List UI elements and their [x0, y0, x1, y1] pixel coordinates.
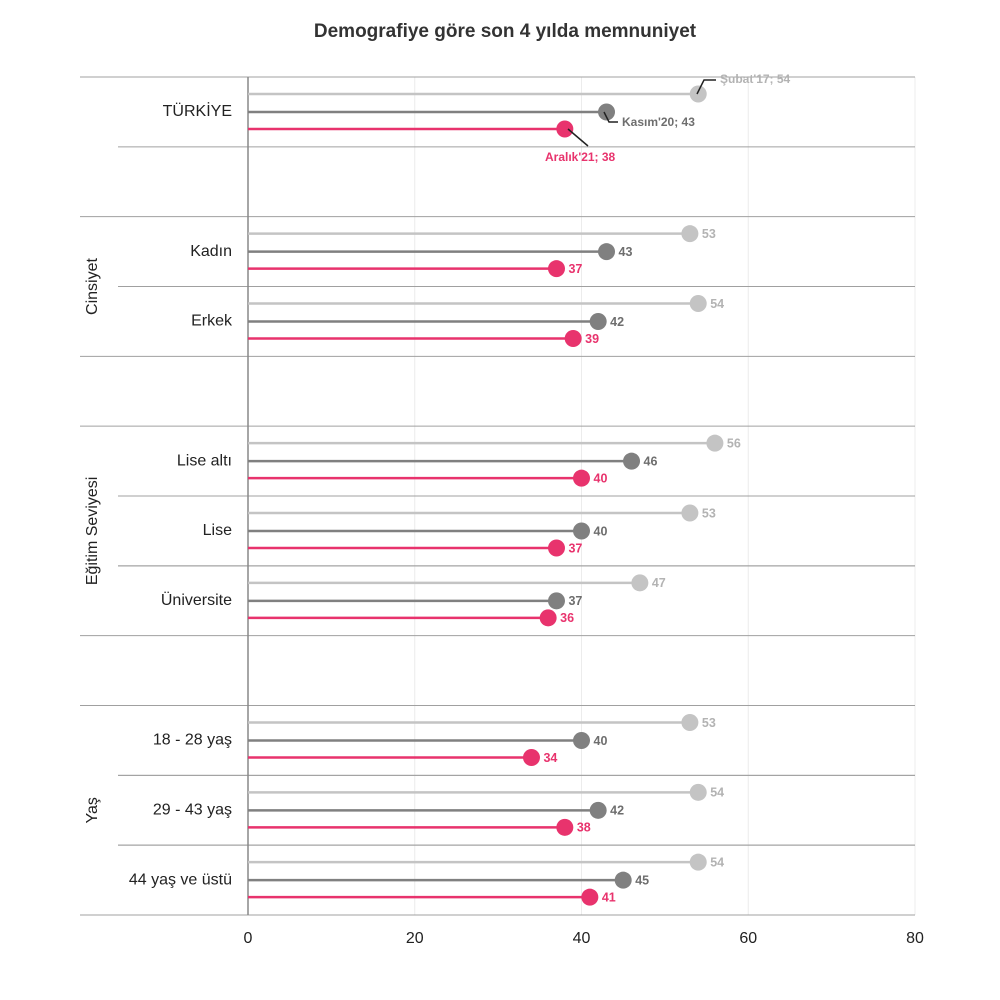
value-label: Aralık'21; 38	[545, 150, 616, 164]
category-label: 18 - 28 yaş	[153, 732, 232, 749]
category-label: Kadın	[190, 243, 232, 260]
value-label: 40	[594, 524, 608, 538]
lollipop-dot	[581, 888, 599, 906]
x-tick-label: 0	[244, 930, 253, 947]
category-label: Lise altı	[177, 452, 232, 469]
value-label: Kasım'20; 43	[622, 115, 695, 129]
value-label: 53	[702, 506, 716, 520]
lollipop-dot	[589, 801, 607, 819]
lollipop-dot	[573, 469, 590, 487]
value-label: 53	[702, 227, 716, 241]
lollipop-dot	[598, 243, 616, 261]
category-label: Erkek	[191, 313, 233, 330]
lollipop-dot	[614, 871, 632, 889]
value-label: 34	[543, 751, 557, 765]
category-label: 44 yaş ve üstü	[129, 871, 232, 888]
value-label: Şubat'17; 54	[720, 72, 791, 86]
lollipop-dot	[598, 103, 616, 121]
value-label: 45	[635, 873, 649, 887]
value-label: 43	[619, 245, 633, 259]
value-label: 54	[710, 786, 724, 800]
lollipop-dot	[547, 592, 565, 610]
category-label: TÜRKİYE	[163, 101, 232, 120]
value-label: 54	[710, 297, 724, 311]
x-tick-label: 20	[406, 930, 424, 947]
lollipop-dot	[539, 609, 557, 627]
lollipop-dot	[547, 539, 565, 557]
value-label: 39	[585, 332, 599, 346]
value-label: 37	[568, 541, 582, 555]
lollipop-dot	[547, 260, 565, 278]
category-label: 29 - 43 yaş	[153, 802, 232, 819]
lollipop-dot	[681, 225, 699, 243]
value-label: 38	[577, 821, 591, 835]
lollipop-dot	[631, 574, 649, 592]
value-label: 36	[560, 611, 574, 625]
value-label: 37	[568, 594, 582, 608]
lollipop-dot	[564, 330, 582, 347]
value-label: 41	[602, 890, 616, 904]
value-label: 47	[652, 576, 666, 590]
x-tick-label: 80	[906, 930, 924, 947]
leader-line	[567, 128, 589, 147]
lollipop-dot	[589, 313, 607, 330]
lollipop-dot	[522, 749, 540, 766]
lollipop-dot	[556, 120, 574, 138]
lollipop-dot	[681, 714, 699, 731]
leader-line	[603, 111, 618, 123]
lollipop-dot	[556, 818, 574, 836]
lollipop-dot	[573, 522, 590, 540]
lollipop-dot	[689, 85, 707, 103]
value-label: 37	[568, 262, 582, 276]
lollipop-dot	[689, 783, 707, 801]
x-tick-label: 60	[739, 930, 757, 947]
value-label: 40	[594, 471, 608, 485]
category-label: Üniversite	[161, 591, 232, 609]
lollipop-dot	[573, 732, 590, 749]
lollipop-dot	[706, 434, 724, 452]
value-label: 42	[610, 315, 624, 329]
value-label: 46	[644, 454, 658, 468]
category-label: Lise	[203, 522, 232, 539]
value-label: 56	[727, 436, 741, 450]
lollipop-dot	[681, 504, 699, 522]
group-label: Eğitim Seviyesi	[84, 477, 101, 585]
group-label: Yaş	[84, 797, 101, 823]
x-tick-label: 40	[573, 930, 591, 947]
chart-title: Demografiye göre son 4 yılda memnuniyet	[314, 21, 697, 42]
lollipop-dot	[689, 295, 707, 312]
value-label: 54	[710, 855, 724, 869]
lollipop-dot	[689, 853, 707, 871]
value-label: 42	[610, 804, 624, 818]
leader-line	[696, 79, 716, 95]
lollipop-dot	[623, 452, 641, 470]
value-label: 40	[594, 734, 608, 748]
group-label: Cinsiyet	[84, 257, 101, 314]
value-label: 53	[702, 716, 716, 730]
